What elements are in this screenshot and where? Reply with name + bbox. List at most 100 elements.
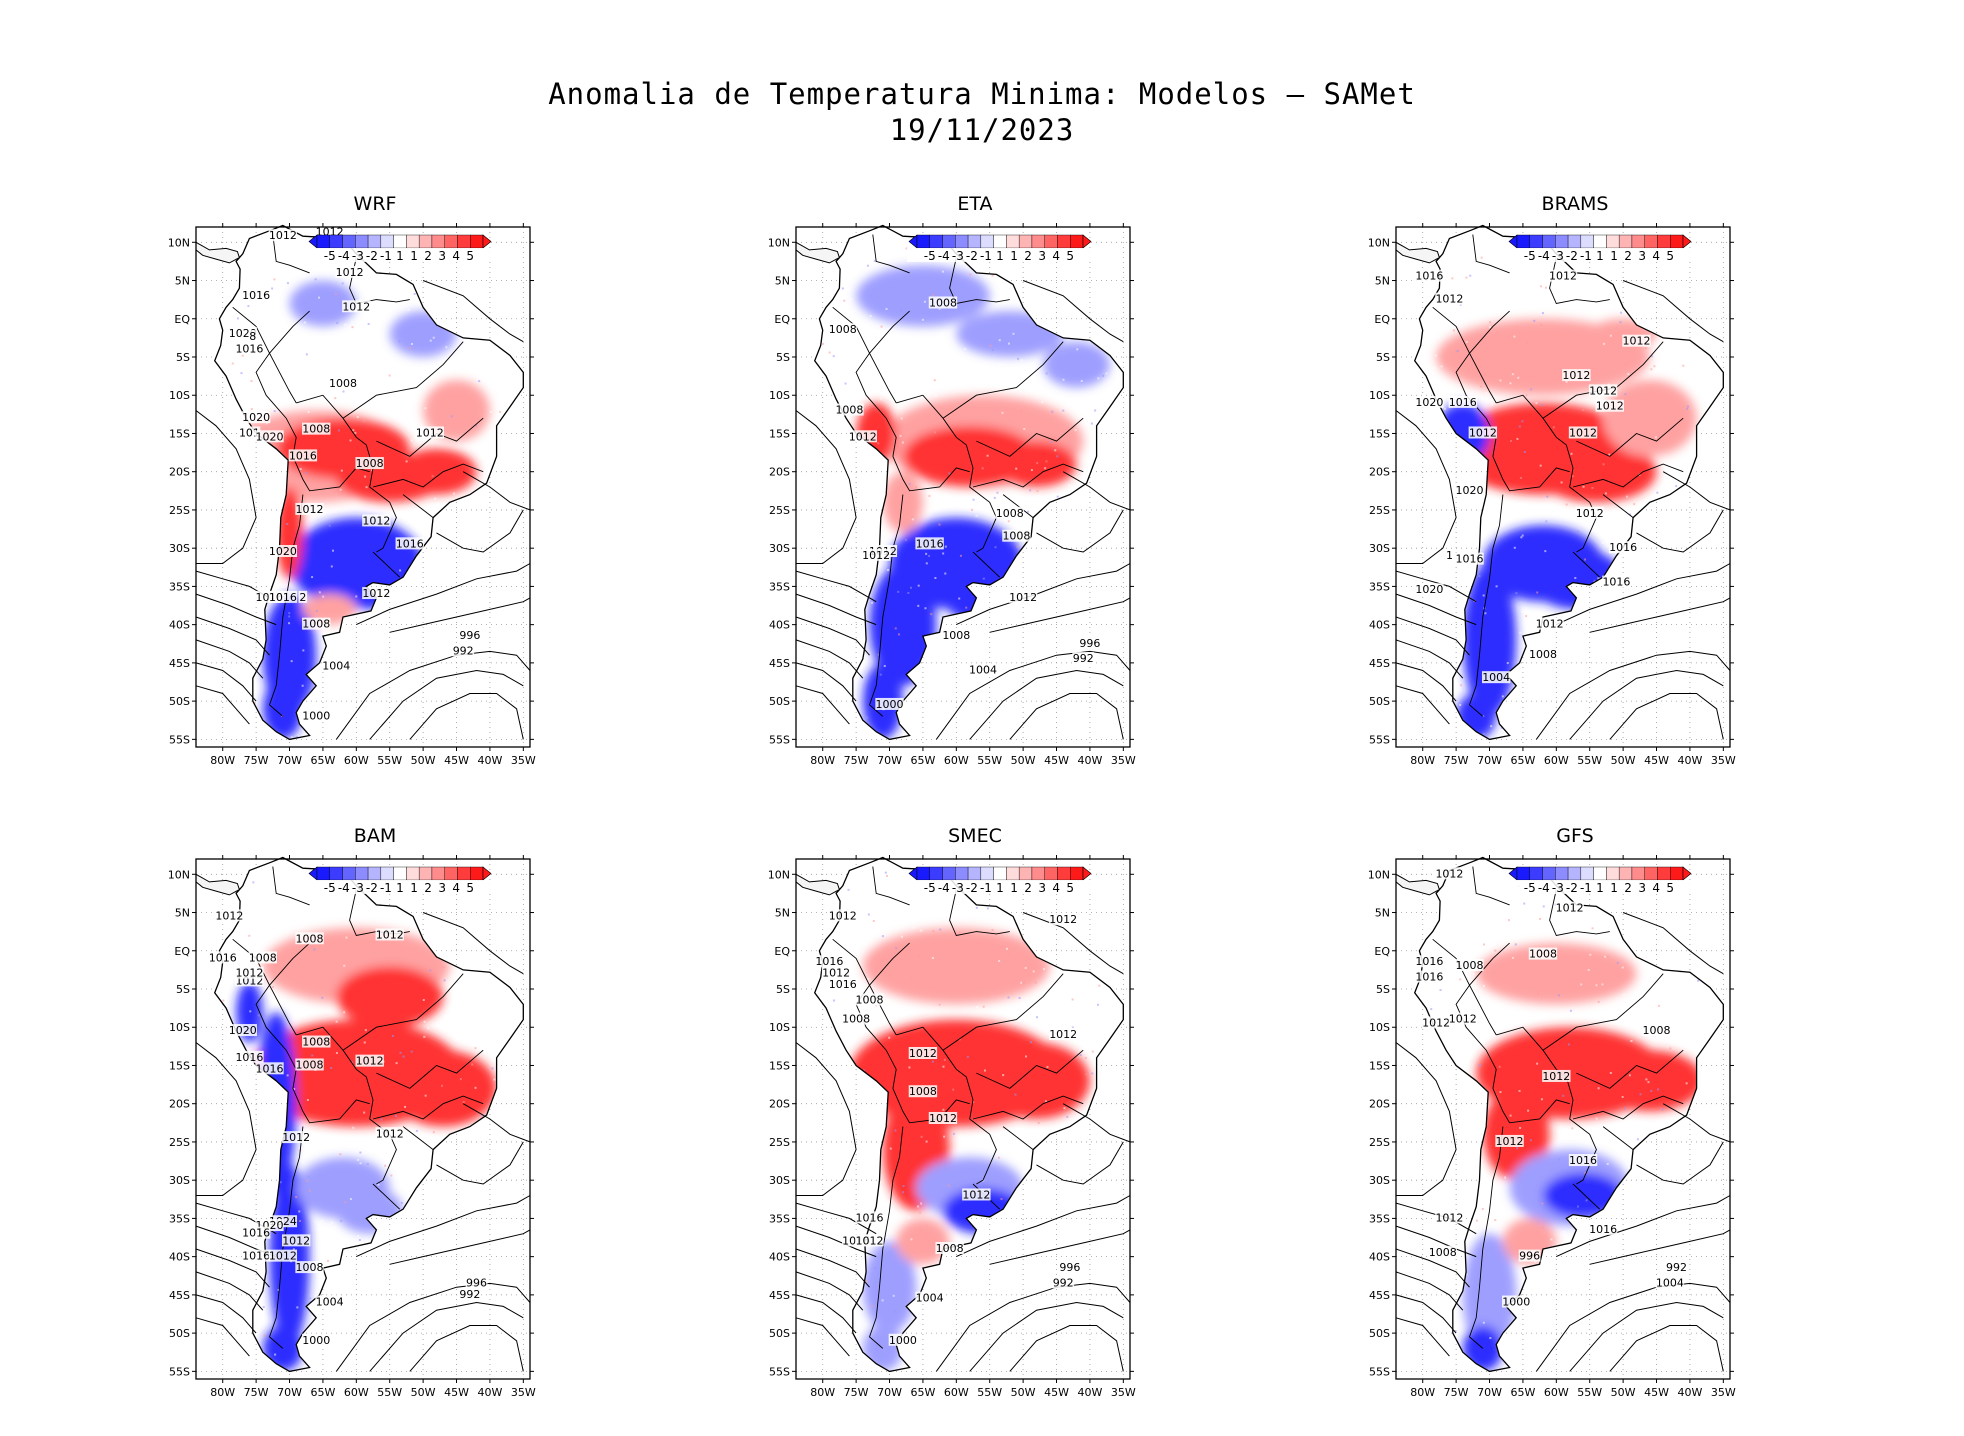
isobar-label: 1 [1446, 549, 1453, 562]
lat-tick-label: 35S [1369, 580, 1390, 593]
colorbar-label: 2 [1024, 881, 1032, 895]
lat-tick-label: 15S [769, 427, 790, 440]
colorbar-swatch [457, 866, 471, 881]
colorbar-label: 5 [1066, 881, 1074, 895]
isobar-label: 1008 [296, 932, 324, 945]
colorbar-swatch [1057, 234, 1071, 249]
isobar-label: 1012 [1435, 1211, 1463, 1224]
isobar-label: 1012 [929, 1112, 957, 1125]
isobar-label: 1008 [835, 404, 863, 417]
colorbar-label: 4 [1652, 249, 1660, 263]
figure-title-line1: Anomalia de Temperatura Minima: Modelos … [548, 77, 1416, 111]
lat-tick-label: 45S [1369, 1289, 1390, 1302]
lon-tick-label: 45W [444, 1386, 469, 1399]
country-borders [1432, 234, 1684, 717]
lon-tick-label: 75W [244, 754, 269, 767]
isobar-label: 1012 [1622, 335, 1650, 348]
lon-tick-label: 45W [1644, 754, 1669, 767]
colorbar-swatch [316, 866, 330, 881]
lon-tick-label: 35W [511, 754, 536, 767]
map-frame [795, 858, 1131, 1380]
isobar-label: 1016 [1415, 971, 1443, 984]
colorbar-swatch [1580, 234, 1594, 249]
lon-tick-label: 65W [910, 1386, 935, 1399]
lon-axis: 80W 75W 70W 65W 60W 55W 50W 45W 40W 35W [1410, 223, 1736, 767]
isobar-labels: 1012101210121008100810161012100810201016… [208, 909, 488, 1347]
anomaly-blob [996, 441, 1077, 487]
lat-tick-label: 45S [169, 1289, 190, 1302]
lat-tick-label: 5N [1375, 275, 1390, 288]
panel-smec: SMEC 1012 1012 1016 1012 1016 1008 1008 1012 101… [760, 825, 1190, 1405]
colorbar-label: -4 [1538, 881, 1550, 895]
lat-tick-label: 50S [1369, 695, 1390, 708]
colorbar-swatch [1618, 234, 1633, 249]
lon-tick-label: 50W [1011, 1386, 1036, 1399]
colorbar-swatch [1631, 866, 1645, 881]
isobar-label: 1008 [1429, 1246, 1457, 1259]
coastline [813, 224, 1124, 741]
colorbar-swatch [367, 866, 382, 881]
isobar-label: 1012 [282, 1131, 310, 1144]
anomaly-blob [289, 280, 357, 327]
colorbar-swatch [1057, 866, 1071, 881]
isobar-label: 1012 [376, 928, 404, 941]
map-frame [195, 858, 531, 1380]
lat-tick-label: 15S [769, 1059, 790, 1072]
isobar-labels: 1008100810081012100810121008101210161012… [828, 296, 1101, 711]
colorbar-swatch [1031, 234, 1045, 249]
colorbar-label: -5 [1524, 881, 1536, 895]
colorbar-swatch [329, 234, 343, 249]
colorbar-swatch [406, 234, 420, 249]
lat-tick-label: EQ [174, 313, 190, 326]
isobar-label: 1012 [1549, 270, 1577, 283]
colorbar-swatch [1670, 866, 1684, 881]
colorbar-label: 1 [410, 249, 418, 263]
colorbar-swatch [367, 234, 382, 249]
lat-tick-label: 5S [776, 983, 790, 996]
anomaly-blob [336, 966, 444, 1028]
colorbar-swatch [1657, 866, 1671, 881]
country-borders [1432, 866, 1684, 1349]
lat-tick-label: 20S [169, 1098, 190, 1111]
lat-axis: 10N 5N EQ 5S 10S 15S 20S 25S 30S 35S 40S 45S 50S 55S [768, 868, 1134, 1378]
isobar-label: 1012 [296, 503, 324, 516]
colorbar-label: -4 [938, 881, 950, 895]
lat-tick-label: 10S [1369, 389, 1390, 402]
isobar-label: 1012 [1589, 384, 1617, 397]
lat-tick-label: 25S [769, 504, 790, 517]
lat-tick-label: 50S [169, 1327, 190, 1340]
colorbar-swatch [967, 234, 982, 249]
lon-axis: 80W 75W 70W 65W 60W 55W 50W 45W 40W 35W [210, 223, 536, 767]
isobar-label: 1008 [996, 507, 1024, 520]
colorbar-label: 5 [1666, 249, 1674, 263]
map-frame [1395, 858, 1731, 1380]
panel-title: SMEC [948, 825, 1002, 847]
lat-tick-label: 30S [769, 542, 790, 555]
isobar-label: 1012 [1422, 1016, 1450, 1029]
colorbar-label: -5 [924, 249, 936, 263]
isobar-label: 1008 [296, 1261, 324, 1274]
colorbar-swatch [444, 866, 458, 881]
colorbar-label: 5 [466, 881, 474, 895]
lon-tick-label: 45W [1044, 1386, 1069, 1399]
lat-tick-label: 35S [169, 1212, 190, 1225]
central-america [1395, 873, 1441, 896]
lon-tick-label: 75W [844, 1386, 869, 1399]
colorbar-swatch [993, 234, 1007, 249]
panel-brams: BRAMS 1016 1012 1012 1012 1012 1020 1016 1012 10… [1360, 193, 1790, 773]
lon-tick-label: 55W [377, 1386, 402, 1399]
colorbar-swatch [1044, 234, 1058, 249]
map-brams: 1016 1012 1012 1012 1012 1020 1016 1012 1012 1012… [1368, 223, 1736, 767]
lon-tick-label: 65W [310, 1386, 335, 1399]
isobar-label: 1008 [842, 1013, 870, 1026]
lon-tick-label: 40W [477, 754, 502, 767]
colorbar-label: 4 [452, 881, 460, 895]
isobar-label: 1012 [269, 1250, 297, 1263]
isobar-label: 1016 [396, 537, 424, 550]
lat-tick-label: 5N [1375, 907, 1390, 920]
lon-tick-label: 75W [1444, 1386, 1469, 1399]
coastline [213, 856, 524, 1373]
lat-tick-label: 40S [1369, 619, 1390, 632]
colorbar-swatch [942, 234, 956, 249]
isobar-label: 1012 [1569, 426, 1597, 439]
